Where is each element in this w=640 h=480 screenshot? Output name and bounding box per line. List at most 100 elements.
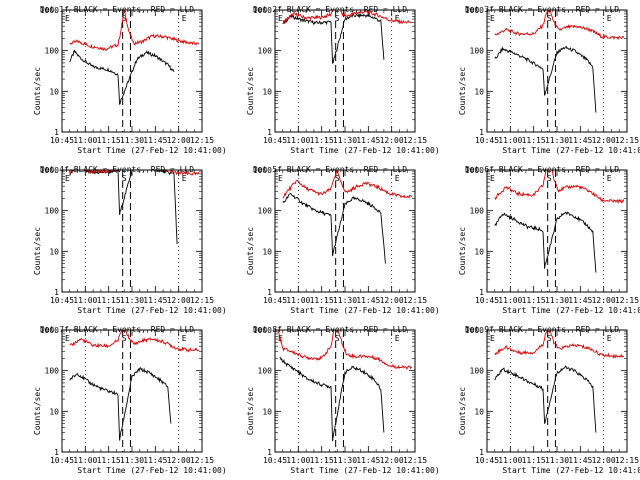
y-tick-label: 10 xyxy=(474,247,484,256)
events-series-black xyxy=(282,12,385,65)
y-axis-label: Counts/sec xyxy=(246,227,255,275)
x-tick-label: 12:00 xyxy=(167,136,191,145)
y-tick-label: 1000 xyxy=(465,326,484,335)
x-tick-label: 11:30 xyxy=(545,456,569,465)
y-axis-label: Counts/sec xyxy=(33,67,42,115)
x-tick-label: 11:00 xyxy=(498,456,522,465)
y-tick-label: 1000 xyxy=(40,326,59,335)
x-axis-label: Start Time (27-Feb-12 10:41:00) xyxy=(77,466,226,475)
y-tick-label: 100 xyxy=(470,207,485,216)
x-tick-label: 10:45 xyxy=(263,456,287,465)
plot-frame xyxy=(486,169,628,293)
event-label-start: E xyxy=(490,14,495,23)
event-label-mid: S xyxy=(122,14,127,23)
y-tick-label: 100 xyxy=(45,47,60,56)
y-axis-label: Counts/sec xyxy=(33,227,42,275)
x-tick-label: 11:30 xyxy=(333,136,357,145)
y-tick-label: 1000 xyxy=(465,6,484,15)
x-axis-label: Start Time (27-Feb-12 10:41:00) xyxy=(77,306,226,315)
event-label-mid: S xyxy=(335,174,340,183)
y-tick-label: 10 xyxy=(474,87,484,96)
lld-series-red xyxy=(277,329,413,371)
y-tick-label: 100 xyxy=(470,47,485,56)
x-tick-label: 12:00 xyxy=(380,296,404,305)
x-tick-label: 12:15 xyxy=(615,296,639,305)
events-series-black xyxy=(282,193,386,264)
plot-frame xyxy=(61,329,203,453)
y-tick-label: 10 xyxy=(49,247,59,256)
x-tick-label: 11:45 xyxy=(143,136,167,145)
x-tick-label: 11:45 xyxy=(568,456,592,465)
y-tick-label: 1 xyxy=(479,448,484,457)
event-label-end: E xyxy=(607,334,612,343)
x-tick-label: 12:00 xyxy=(592,456,616,465)
y-axis-label: Counts/sec xyxy=(458,387,467,435)
x-tick-label: 12:15 xyxy=(190,296,214,305)
y-tick-label: 1 xyxy=(479,288,484,297)
event-label-end: E xyxy=(395,174,400,183)
x-tick-label: 11:45 xyxy=(356,136,380,145)
y-tick-label: 10 xyxy=(49,407,59,416)
x-tick-label: 10:45 xyxy=(475,296,499,305)
plot-frame xyxy=(486,329,628,453)
x-axis-label: Start Time (27-Feb-12 10:41:00) xyxy=(77,146,226,155)
x-tick-label: 11:15 xyxy=(522,296,546,305)
y-axis-label: Counts/sec xyxy=(246,387,255,435)
x-tick-label: 12:15 xyxy=(190,456,214,465)
y-tick-label: 10 xyxy=(474,407,484,416)
events-series-black xyxy=(494,45,597,113)
x-tick-label: 11:30 xyxy=(120,456,144,465)
event-label-start: E xyxy=(65,174,70,183)
x-tick-label: 11:15 xyxy=(310,136,334,145)
plot-frame xyxy=(274,169,416,293)
events-series-black xyxy=(279,356,385,442)
x-tick-label: 11:15 xyxy=(310,456,334,465)
event-label-end: E xyxy=(182,174,187,183)
lld-series-red xyxy=(282,9,413,25)
events-series-black xyxy=(69,49,175,105)
x-tick-label: 10:45 xyxy=(263,296,287,305)
y-tick-label: 100 xyxy=(470,367,485,376)
x-tick-label: 11:00 xyxy=(286,296,310,305)
lld-series-red xyxy=(282,169,413,199)
x-tick-label: 11:30 xyxy=(333,456,357,465)
y-tick-label: 1 xyxy=(54,288,59,297)
lld-series-red xyxy=(69,8,200,52)
x-tick-label: 12:00 xyxy=(167,456,191,465)
y-tick-label: 10 xyxy=(262,87,272,96)
x-axis-label: Start Time (27-Feb-12 10:41:00) xyxy=(502,146,640,155)
y-axis-label: Counts/sec xyxy=(246,67,255,115)
y-tick-label: 100 xyxy=(258,47,273,56)
y-tick-label: 1 xyxy=(54,128,59,137)
x-tick-label: 10:45 xyxy=(263,136,287,145)
y-tick-label: 100 xyxy=(258,207,273,216)
x-tick-label: 10:45 xyxy=(50,296,74,305)
x-tick-label: 11:15 xyxy=(522,136,546,145)
x-tick-label: 11:45 xyxy=(356,456,380,465)
plot-frame xyxy=(61,9,203,133)
x-axis-label: Start Time (27-Feb-12 10:41:00) xyxy=(502,466,640,475)
plot-frame xyxy=(61,169,203,293)
y-tick-label: 100 xyxy=(258,367,273,376)
x-tick-label: 11:15 xyxy=(310,296,334,305)
x-tick-label: 12:15 xyxy=(615,456,639,465)
y-tick-label: 1000 xyxy=(40,166,59,175)
x-tick-label: 11:30 xyxy=(120,136,144,145)
x-tick-label: 11:15 xyxy=(97,136,121,145)
events-series-black xyxy=(494,365,597,433)
y-tick-label: 1000 xyxy=(465,166,484,175)
event-label-mid: S xyxy=(122,334,127,343)
event-label-mid: S xyxy=(335,334,340,343)
x-tick-label: 12:15 xyxy=(403,456,427,465)
y-tick-label: 1 xyxy=(267,288,272,297)
event-label-mid: S xyxy=(547,174,552,183)
event-label-end: E xyxy=(182,334,187,343)
x-axis-label: Start Time (27-Feb-12 10:41:00) xyxy=(502,306,640,315)
x-tick-label: 11:30 xyxy=(545,136,569,145)
x-tick-label: 11:30 xyxy=(545,296,569,305)
